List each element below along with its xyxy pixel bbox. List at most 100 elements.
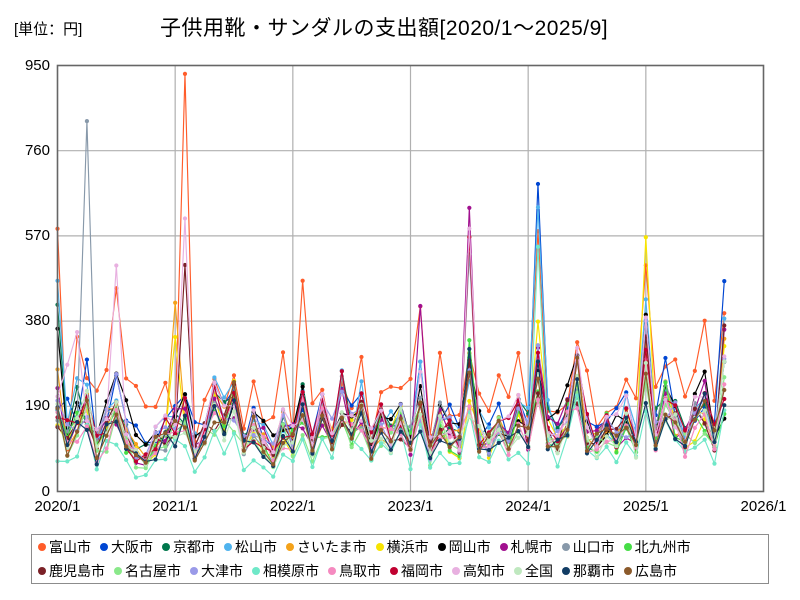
data-point-marker	[447, 445, 452, 450]
legend-item-那覇市[interactable]: 那覇市	[562, 564, 615, 578]
data-point-marker	[212, 375, 217, 380]
legend-item-広島市[interactable]: 広島市	[624, 564, 677, 578]
data-point-marker	[418, 384, 423, 389]
y-axis-tick-label: 190	[24, 397, 50, 415]
data-point-marker	[300, 389, 305, 395]
data-point-marker	[300, 437, 305, 442]
data-point-marker	[320, 436, 325, 441]
data-point-marker	[261, 418, 266, 423]
legend-item-鹿児島市[interactable]: 鹿児島市	[38, 564, 105, 578]
data-point-marker	[378, 408, 384, 413]
data-point-marker	[418, 369, 423, 375]
data-point-marker	[84, 388, 90, 393]
data-point-marker	[153, 424, 158, 429]
legend-item-松山市[interactable]: 松山市	[224, 540, 277, 554]
data-point-marker	[594, 424, 599, 429]
legend-item-大阪市[interactable]: 大阪市	[100, 540, 153, 554]
data-point-marker	[408, 430, 413, 435]
data-point-marker	[222, 403, 227, 408]
legend-item-鳥取市[interactable]: 鳥取市	[328, 564, 381, 578]
data-point-marker	[261, 425, 266, 430]
legend-item-福岡市[interactable]: 福岡市	[390, 564, 443, 578]
data-point-marker	[349, 436, 354, 441]
data-point-marker	[251, 440, 256, 445]
data-point-marker	[722, 382, 727, 387]
data-point-marker	[388, 409, 393, 414]
legend-item-横浜市[interactable]: 横浜市	[375, 540, 429, 554]
data-point-marker	[555, 437, 560, 442]
data-point-marker	[702, 431, 707, 436]
legend-item-北九州市[interactable]: 北九州市	[623, 540, 691, 554]
page-title: 子供用靴・サンダルの支出額[2020/1～2025/9]	[160, 17, 609, 40]
data-point-marker	[202, 440, 207, 445]
data-point-marker	[555, 429, 560, 434]
data-point-marker	[359, 428, 364, 433]
data-point-marker	[271, 474, 276, 479]
data-point-marker	[594, 431, 599, 436]
data-point-marker	[486, 438, 492, 443]
data-point-marker	[437, 400, 443, 405]
data-point-marker	[516, 435, 521, 440]
data-point-marker	[614, 426, 619, 432]
legend-item-山口市[interactable]: 山口市	[561, 540, 615, 554]
data-point-marker	[624, 393, 629, 398]
data-point-marker	[692, 445, 697, 450]
data-point-marker	[310, 451, 315, 456]
data-point-marker	[153, 404, 158, 409]
data-point-marker	[692, 391, 697, 396]
legend-color-swatch-icon	[38, 567, 46, 575]
data-point-marker	[722, 323, 727, 328]
data-point-marker	[329, 431, 335, 436]
legend-item-全国[interactable]: 全国	[514, 564, 553, 578]
data-point-marker	[408, 467, 413, 472]
data-point-marker	[506, 446, 511, 452]
series-18	[55, 346, 727, 469]
legend-item-京都市[interactable]: 京都市	[162, 540, 215, 554]
data-point-marker	[94, 467, 99, 472]
data-point-marker	[496, 418, 501, 423]
data-point-marker	[94, 455, 99, 461]
series-lines	[55, 71, 727, 480]
plot-area: 950 760 570 380 190 0 2020/1 2021/1 2022/1 2023/…	[24, 57, 786, 515]
data-point-marker	[594, 447, 599, 452]
x-axis-tick-label: 2024/1	[505, 497, 552, 515]
legend-item-岡山市[interactable]: 岡山市	[437, 540, 491, 554]
data-point-marker	[310, 448, 315, 453]
legend-item-label: 那覇市	[573, 563, 615, 579]
data-point-marker	[643, 235, 648, 240]
legend-color-swatch-icon	[190, 567, 198, 575]
data-point-marker	[555, 421, 560, 426]
legend-item-名古屋市[interactable]: 名古屋市	[114, 564, 181, 578]
data-point-marker	[388, 426, 393, 432]
data-point-marker	[349, 417, 354, 422]
data-point-marker	[575, 393, 580, 398]
data-point-marker	[84, 118, 90, 124]
legend-item-札幌市[interactable]: 札幌市	[499, 540, 553, 554]
data-point-marker	[94, 433, 99, 438]
data-point-marker	[388, 417, 393, 422]
legend-item-富山市[interactable]: 富山市	[38, 540, 91, 554]
data-point-marker	[339, 415, 344, 420]
data-point-marker	[682, 428, 688, 433]
legend-item-さいたま市[interactable]: さいたま市	[286, 540, 367, 554]
legend-color-swatch-icon	[514, 567, 522, 575]
data-point-marker	[467, 205, 472, 210]
legend-item-高知市[interactable]: 高知市	[452, 564, 505, 578]
data-point-marker	[535, 205, 541, 210]
legend-item-相模原市[interactable]: 相模原市	[252, 564, 319, 578]
legend-item-大津市[interactable]: 大津市	[190, 564, 243, 578]
data-point-marker	[682, 454, 688, 459]
data-point-marker	[65, 453, 70, 458]
data-point-marker	[663, 412, 668, 417]
data-point-marker	[290, 458, 295, 464]
data-point-marker	[271, 441, 276, 446]
data-point-marker	[182, 71, 188, 76]
data-point-marker	[192, 458, 197, 463]
data-point-marker	[633, 442, 639, 448]
data-point-marker	[565, 383, 570, 388]
data-point-marker	[251, 425, 256, 430]
data-point-marker	[437, 430, 443, 435]
legend-item-label: 松山市	[235, 539, 277, 555]
data-point-marker	[496, 401, 501, 406]
data-point-marker	[535, 391, 541, 396]
